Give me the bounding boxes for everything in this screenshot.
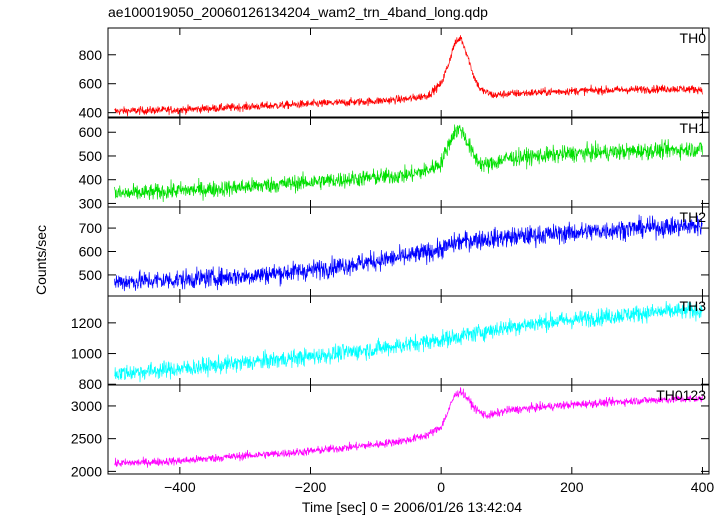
y-tick-label: 800 — [79, 47, 103, 63]
y-tick-label: 700 — [79, 220, 103, 236]
y-tick-label: 800 — [79, 376, 103, 392]
y-tick-label: 2500 — [71, 431, 102, 447]
series-line-th0123 — [114, 387, 703, 468]
x-tick-label: −400 — [164, 479, 196, 495]
panel-label-th1: TH1 — [680, 120, 707, 136]
y-tick-label: 2000 — [71, 463, 102, 479]
panels: TH0400600800TH1300400500600TH2500600700T… — [71, 27, 715, 495]
y-tick-label: 400 — [79, 172, 103, 188]
panel-frame — [107, 384, 710, 475]
panel-label-th0123: TH0123 — [656, 387, 706, 403]
panel-th0: TH0 400 600 800 — [79, 27, 710, 121]
series-line-th1 — [114, 124, 703, 202]
x-tick-label: 200 — [560, 479, 584, 495]
panel-th3: TH3 800 1000 1200 — [71, 295, 710, 392]
y-tick-label: 600 — [79, 124, 103, 140]
y-tick-label: 600 — [79, 244, 103, 260]
chart-title: ae100019050_20060126134204_wam2_trn_4ban… — [108, 4, 488, 20]
panel-frame — [107, 206, 710, 297]
series-line-th0 — [114, 35, 703, 117]
x-tick-label: −200 — [295, 479, 327, 495]
y-tick-label: 500 — [79, 267, 103, 283]
x-tick-label: 400 — [691, 479, 715, 495]
panel-label-th0: TH0 — [680, 30, 707, 46]
y-tick-label: 400 — [79, 105, 103, 121]
series-line-th3 — [114, 301, 703, 383]
y-tick-label: 500 — [79, 148, 103, 164]
panel-frame — [107, 27, 710, 118]
y-tick-label: 1200 — [71, 315, 102, 331]
y-tick-label: 1000 — [71, 346, 102, 362]
panel-frame — [107, 117, 710, 208]
panel-th1: TH1 300 400 500 600 — [79, 117, 710, 211]
panel-label-th2: TH2 — [680, 209, 707, 225]
y-tick-label: 300 — [79, 195, 103, 211]
y-axis-label: Counts/sec — [33, 225, 49, 295]
panel-label-th3: TH3 — [680, 298, 707, 314]
x-tick-label: 0 — [437, 479, 445, 495]
y-tick-label: 3000 — [71, 398, 102, 414]
x-axis-label: Time [sec] 0 = 2006/01/26 13:42:04 — [302, 499, 522, 515]
panel-th0123: TH0123 2000 2500 3000 — [71, 384, 710, 479]
y-tick-label: 600 — [79, 76, 103, 92]
panel-th2: TH2 500 600 700 — [79, 206, 710, 297]
series-line-th2 — [114, 214, 703, 292]
